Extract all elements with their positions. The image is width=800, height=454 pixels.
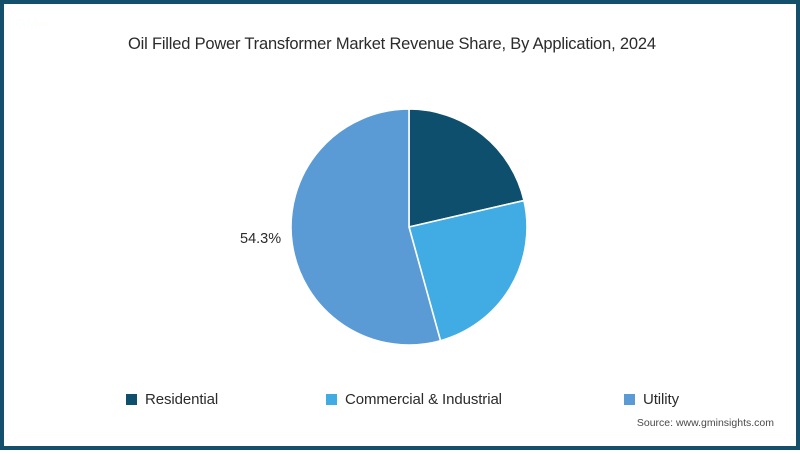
legend-label: Utility [643, 390, 679, 408]
chart-title: Oil Filled Power Transformer Market Reve… [128, 35, 656, 53]
source-attribution: Source: www.gminsights.com [636, 417, 774, 429]
watermark-logo: GMI [16, 16, 43, 31]
pie-slice-label-utility: 54.3% [240, 231, 282, 247]
pie-slice[interactable] [408, 108, 525, 228]
pie-slice[interactable] [290, 108, 442, 346]
chart-legend: Residential Commercial & Industrial Util… [4, 386, 800, 412]
legend-swatch-icon [126, 393, 137, 405]
legend-label: Residential [145, 390, 219, 408]
legend-label: Commercial & Industrial [345, 390, 502, 408]
legend-item-commercial-industrial[interactable]: Commercial & Industrial [326, 386, 502, 412]
pie-chart: 54.3% [4, 4, 800, 454]
legend-swatch-icon [624, 393, 635, 405]
legend-item-utility[interactable]: Utility [624, 386, 679, 412]
pie-slice-group [290, 108, 528, 346]
legend-swatch-icon [326, 393, 337, 405]
pie-slice[interactable] [408, 199, 528, 342]
legend-item-residential[interactable]: Residential [126, 386, 218, 412]
pie-chart-svg [290, 108, 528, 346]
